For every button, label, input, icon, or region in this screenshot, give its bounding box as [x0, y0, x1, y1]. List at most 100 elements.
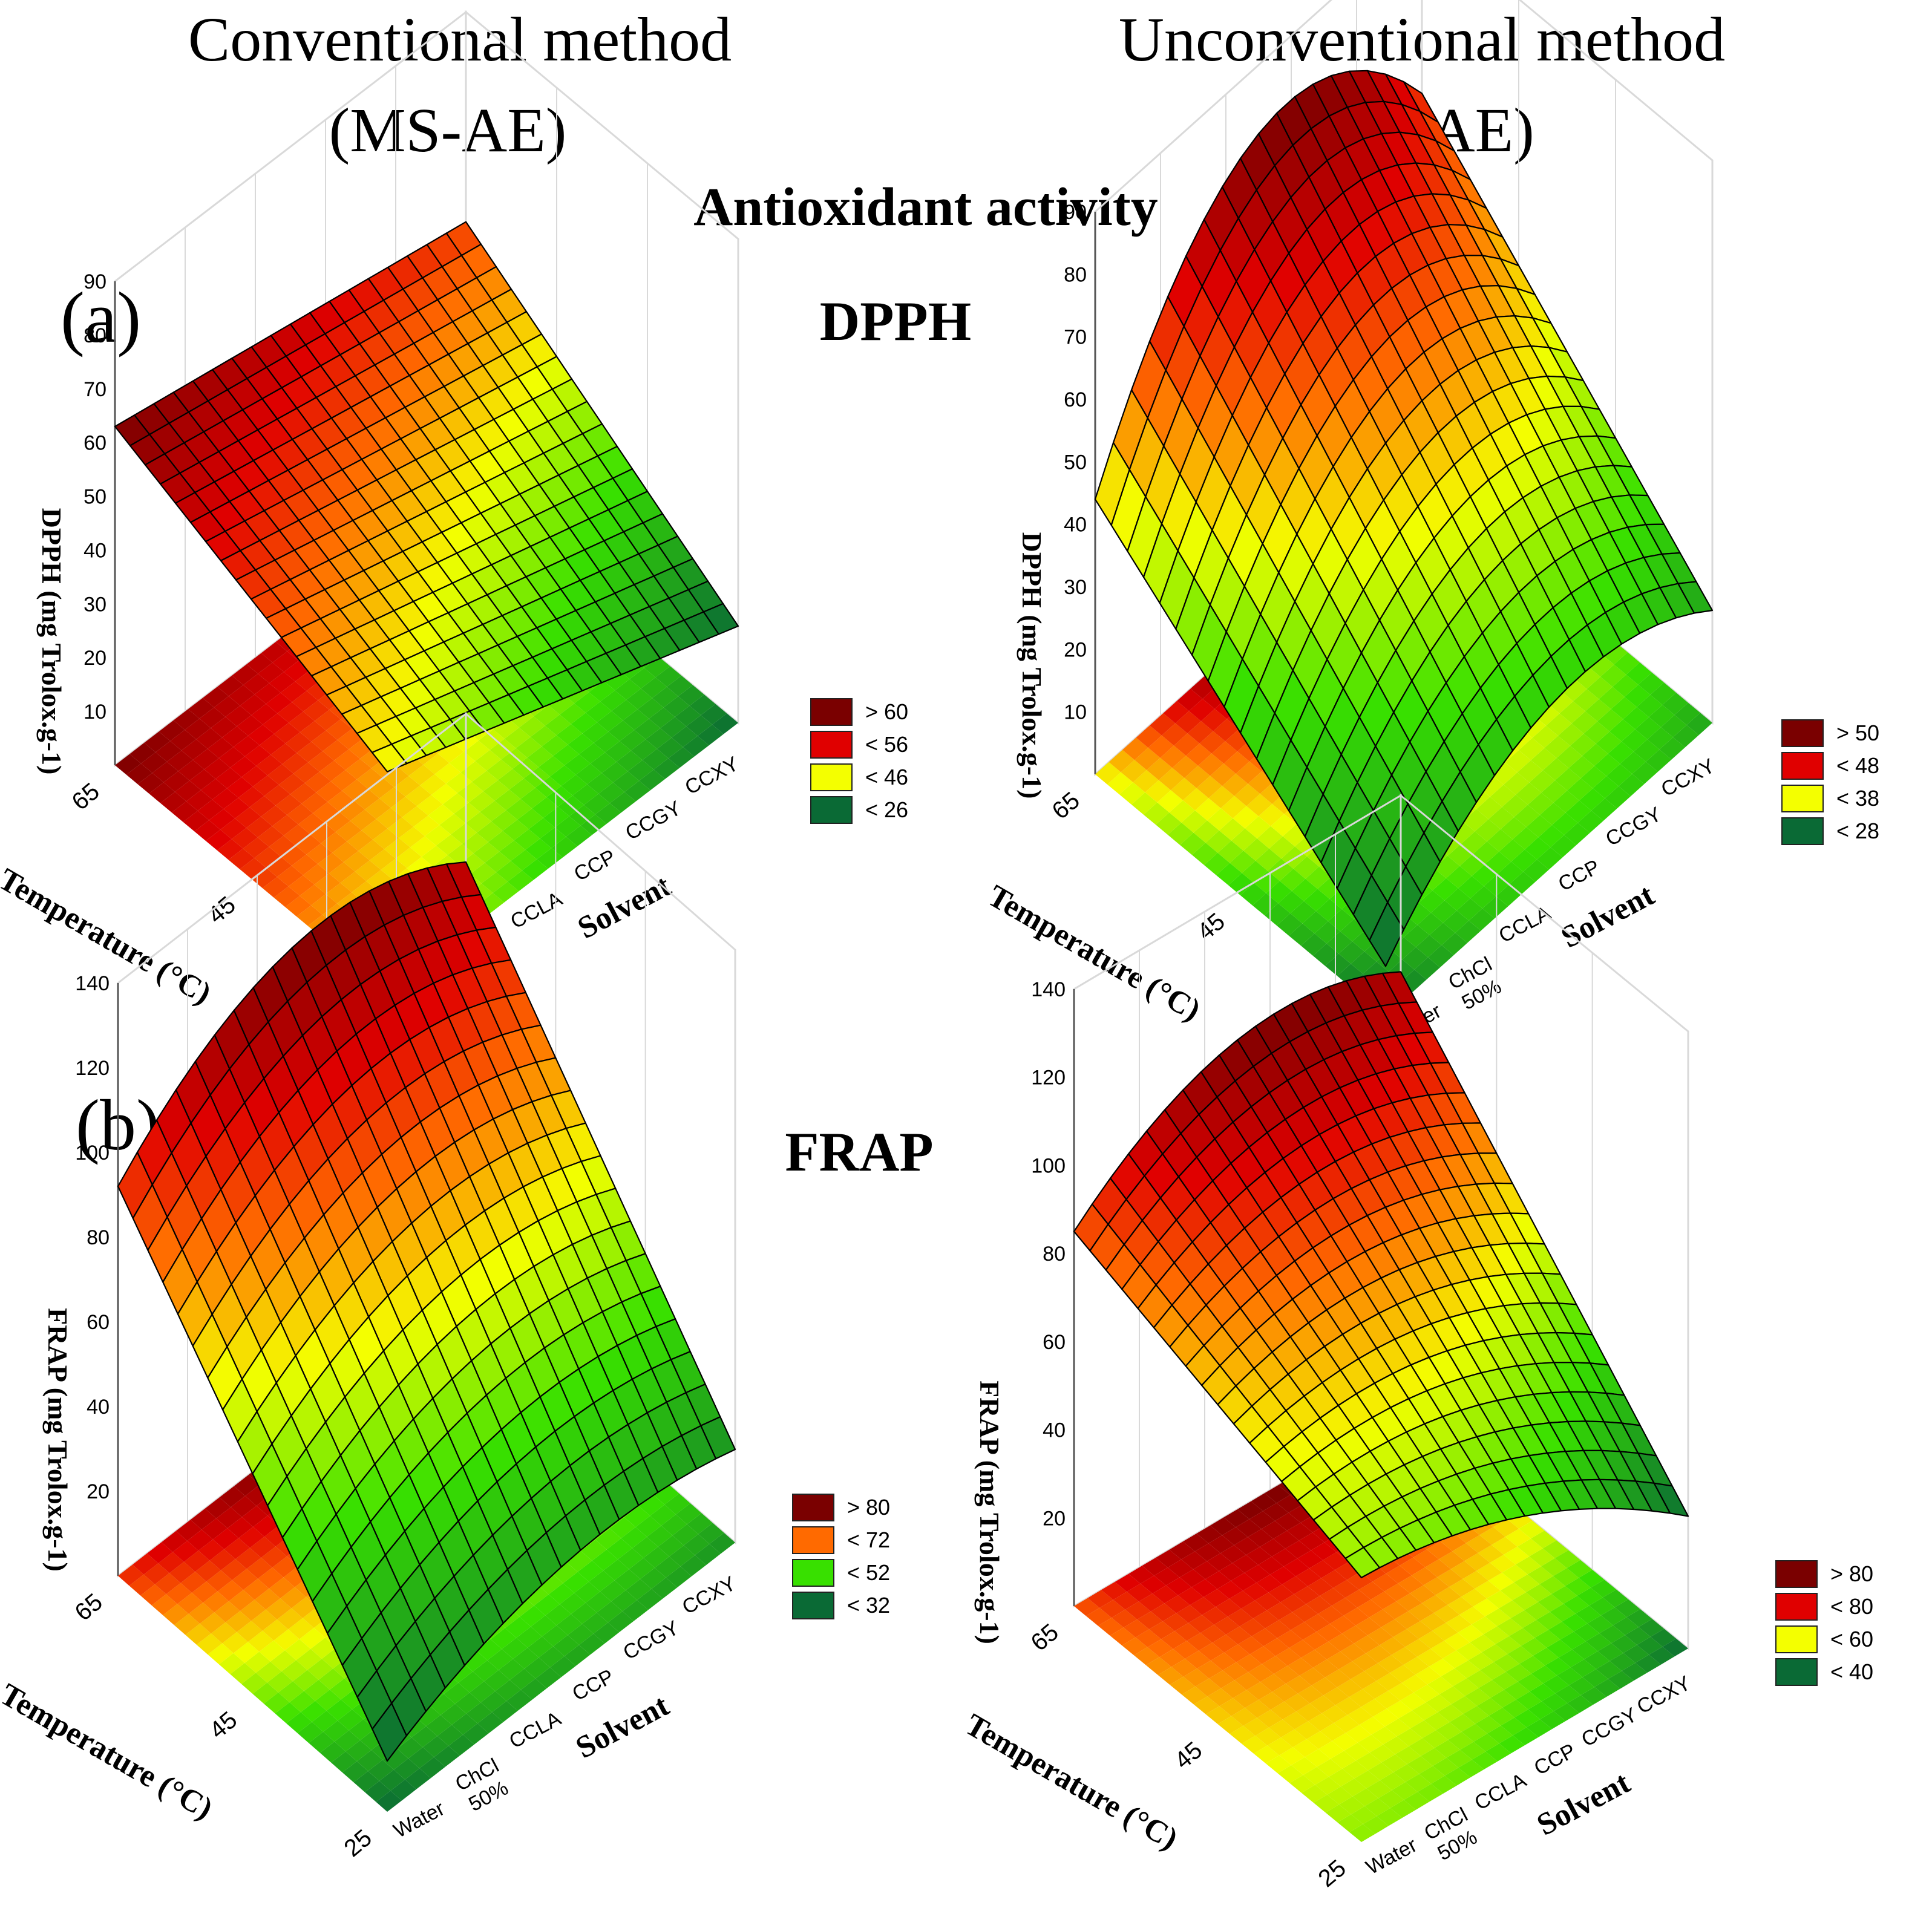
contour-cell — [1135, 748, 1161, 770]
contour-cell — [203, 1591, 229, 1613]
contour-cell — [280, 844, 307, 866]
contour-cell — [1219, 1563, 1245, 1581]
contour-cell — [1545, 1658, 1571, 1676]
contour-cell — [1231, 1708, 1257, 1726]
contour-cell — [1432, 1757, 1459, 1776]
contour-cell — [447, 844, 474, 865]
contour-cell — [1526, 815, 1552, 837]
solvent-tick-label: CCLA — [505, 1707, 565, 1753]
legend-swatch — [1781, 785, 1824, 812]
contour-cell — [1216, 1598, 1242, 1617]
contour-cell — [318, 852, 344, 874]
contour-cell — [1241, 1600, 1267, 1619]
contour-cell — [543, 806, 569, 828]
contour-cell — [490, 1628, 517, 1649]
contour-cell — [492, 1700, 518, 1722]
contour-cell — [1321, 1705, 1347, 1723]
contour-cell — [689, 694, 716, 716]
contour-cell — [534, 705, 560, 726]
contour-cell — [560, 703, 586, 724]
contour-cell — [288, 1618, 314, 1639]
contour-cell — [701, 704, 727, 725]
contour-cell — [1254, 1592, 1280, 1611]
contour-cell — [1587, 1615, 1613, 1633]
contour-cell — [281, 1660, 307, 1682]
contour-cell — [1649, 705, 1675, 728]
contour-cell — [1145, 780, 1171, 803]
contour-cell — [204, 758, 231, 779]
contour-cell — [584, 794, 610, 815]
contour-cell — [241, 1506, 268, 1527]
legend-label: > 80 — [1830, 1561, 1873, 1586]
contour-cell — [1516, 1691, 1542, 1710]
contour-cell — [1233, 1690, 1259, 1708]
contour-cell — [1340, 1779, 1367, 1797]
contour-cell — [537, 1573, 563, 1595]
contour-cell — [1403, 1656, 1429, 1675]
contour-cell — [332, 841, 359, 863]
contour-cell — [1243, 1583, 1269, 1601]
contour-cell — [201, 779, 227, 800]
contour-cell — [1317, 1759, 1343, 1777]
contour-cell — [600, 1580, 626, 1602]
contour-cell — [516, 737, 542, 758]
contour-cell — [1497, 1618, 1523, 1636]
contour-cell — [1256, 1574, 1282, 1593]
contour-cell — [635, 1515, 661, 1537]
contour-cell — [293, 1670, 319, 1691]
contour-cell — [1580, 766, 1606, 789]
solvent-tick-label: ChCl50% — [1445, 953, 1507, 1016]
legend-label: > 60 — [865, 699, 908, 724]
contour-cell — [1580, 1687, 1606, 1705]
contour-cell — [1547, 1639, 1573, 1658]
contour-cell — [1449, 821, 1475, 844]
contour-cell — [340, 871, 367, 892]
contour-cell — [1524, 1602, 1550, 1620]
contour-cell — [1398, 1710, 1424, 1729]
contour-cell — [330, 769, 357, 791]
contour-cell — [473, 842, 500, 863]
contour-cell — [387, 817, 414, 838]
contour-cell — [1567, 1695, 1593, 1713]
contour-cell — [227, 777, 253, 798]
contour-cell — [1309, 1695, 1335, 1714]
contour-cell — [1328, 909, 1354, 932]
contour-cell — [314, 873, 341, 894]
contour-cell — [1311, 1542, 1337, 1561]
contour-cell — [1381, 1619, 1407, 1638]
contour-cell — [1490, 1555, 1516, 1573]
contour-cell — [1446, 866, 1472, 889]
contour-cell — [1122, 1637, 1148, 1656]
contour-cell — [1291, 1622, 1317, 1640]
contour-cell — [163, 771, 190, 792]
contour-cell — [1513, 1727, 1539, 1745]
contour-cell — [309, 822, 336, 843]
contour-cell — [449, 751, 476, 773]
contour-cell — [258, 662, 284, 684]
contour-cell — [575, 763, 602, 785]
contour-cell — [1101, 1582, 1127, 1600]
z-tick-label: 140 — [75, 972, 110, 995]
contour-cell — [1196, 776, 1222, 799]
contour-cell — [606, 1538, 632, 1560]
contour-cell — [1212, 1635, 1238, 1653]
contour-cell — [589, 1570, 615, 1592]
contour-cell — [266, 693, 292, 714]
contour-cell — [507, 871, 534, 892]
contour-cell — [232, 664, 258, 685]
contour-cell — [1446, 1615, 1472, 1633]
contour-cell — [1177, 688, 1203, 711]
contour-cell — [1337, 1679, 1363, 1697]
contour-cell — [1135, 1629, 1161, 1647]
contour-cell — [1465, 1535, 1492, 1553]
contour-cell — [1356, 1753, 1382, 1771]
contour-cell — [326, 719, 352, 740]
contour-cell — [1413, 1549, 1439, 1567]
contour-cell — [355, 860, 381, 881]
contour-cell — [1502, 794, 1528, 817]
contour-cell — [1553, 1568, 1579, 1586]
z-tick-label: 120 — [75, 1057, 110, 1080]
contour-cell — [1315, 1777, 1341, 1795]
contour-cell — [292, 691, 318, 712]
contour-cell — [1199, 731, 1225, 754]
